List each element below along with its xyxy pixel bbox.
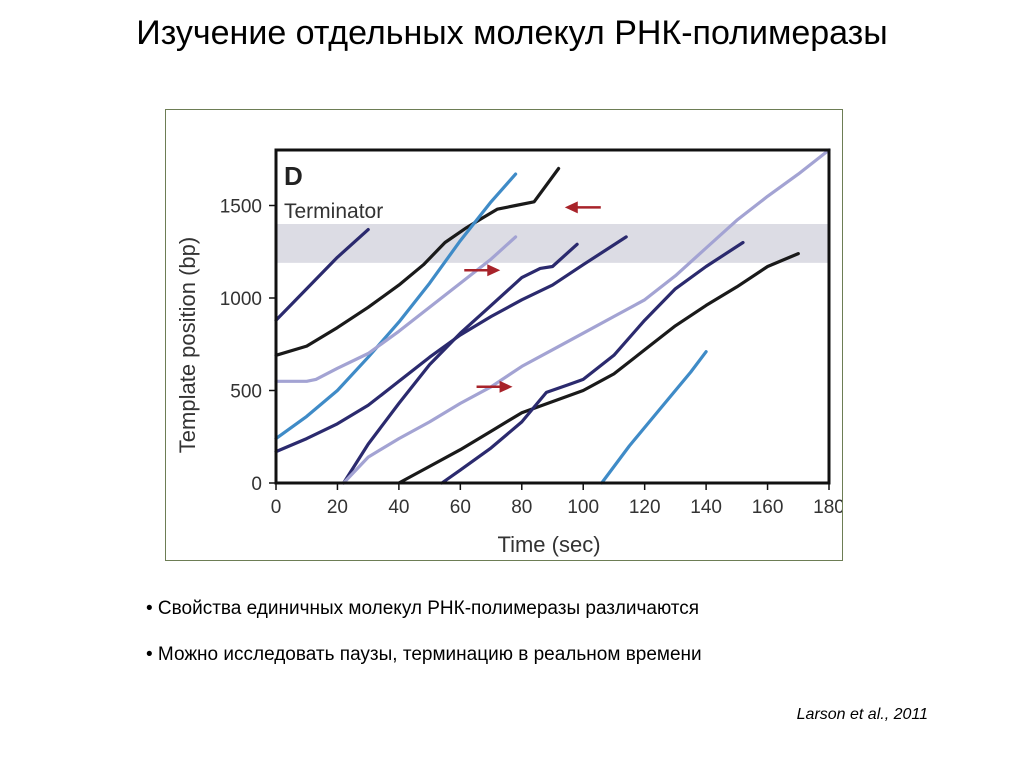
x-tick-label: 180 xyxy=(813,497,842,518)
pause-arrow1 xyxy=(564,201,601,214)
panel-label: D xyxy=(284,161,303,191)
trace-line-2 xyxy=(274,166,561,357)
bullet-list: • Свойства единичных молекул РНК-полимер… xyxy=(146,597,946,689)
figure-frame: 0 20 40 60 80 100 120 140 160 180 0 500 1000 1500 D T… xyxy=(165,109,843,561)
trace-chart: 0 20 40 60 80 100 120 140 160 180 0 500 1000 1500 D T… xyxy=(175,148,842,557)
band-label: Terminator xyxy=(284,200,383,223)
y-axis-label: Template position (bp) xyxy=(175,237,200,453)
plot-frame xyxy=(274,148,831,485)
trace-line-1 xyxy=(274,227,370,322)
terminator-band xyxy=(276,224,829,263)
x-tick-label: 0 xyxy=(271,497,282,518)
pause-arrow2 xyxy=(464,264,501,277)
x-tick-label: 160 xyxy=(752,497,784,518)
x-tick-label: 120 xyxy=(629,497,661,518)
y-tick-label: 1500 xyxy=(220,197,262,218)
x-tick-label: 40 xyxy=(388,497,409,518)
pause-arrow3 xyxy=(476,380,513,393)
x-tick-label: 80 xyxy=(511,497,532,518)
trace-line-6 xyxy=(342,242,579,485)
trace-line-9 xyxy=(440,240,745,485)
citation: Larson et al., 2011 xyxy=(796,706,928,723)
trace-line-7 xyxy=(342,148,831,485)
x-axis-label: Time (sec) xyxy=(497,532,600,557)
trace-line-5 xyxy=(274,235,628,454)
bullet-item: • Можно исследовать паузы, терминацию в … xyxy=(146,644,702,665)
y-tick-label: 1000 xyxy=(220,289,262,310)
bullet-item: • Свойства единичных молекул РНК-полимер… xyxy=(146,598,700,619)
x-tick-label: 100 xyxy=(567,497,599,518)
tick-layer: 0 20 40 60 80 100 120 140 160 180 0 500 1000 1500 xyxy=(220,197,842,519)
trace-line-8 xyxy=(397,252,800,485)
x-tick-label: 140 xyxy=(690,497,722,518)
trace-line-10 xyxy=(600,350,708,485)
slide-title: Изучение отдельных молекул РНК-полимераз… xyxy=(136,14,888,52)
y-tick-label: 0 xyxy=(251,474,262,495)
arrow-layer xyxy=(464,201,601,393)
series-layer xyxy=(274,148,831,485)
x-tick-label: 60 xyxy=(450,497,471,518)
y-tick-label: 500 xyxy=(230,382,262,403)
trace-line-3 xyxy=(274,172,518,441)
x-tick-label: 20 xyxy=(327,497,348,518)
